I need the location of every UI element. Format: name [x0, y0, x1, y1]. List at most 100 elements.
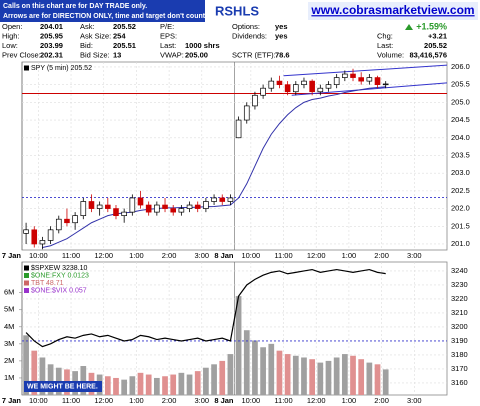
x-tick-label: 12:00	[94, 251, 113, 260]
x-tick-label: 3:00	[407, 251, 422, 260]
quote-label: Prev Close:	[2, 50, 41, 59]
y-tick-label: 3230	[451, 280, 468, 289]
banner-line: Arrows are for DIRECTION ONLY, time and …	[3, 13, 207, 20]
volume-bar	[211, 364, 217, 395]
x-tick-label: 1:00	[129, 396, 144, 405]
volume-bar	[235, 296, 242, 395]
y-tick-label: 3170	[451, 364, 468, 373]
candle-body	[227, 197, 234, 202]
quote-value: 205.00	[185, 50, 208, 59]
quote-value: 202.31	[40, 50, 63, 59]
volume-bar	[382, 369, 389, 395]
quote-value: 78.6	[275, 50, 290, 59]
volume-bar	[129, 376, 136, 395]
candle-body	[96, 204, 103, 209]
annotation-box	[24, 381, 102, 392]
x-tick-label: 10:00	[241, 251, 260, 260]
legend-label: $ONE:$VIX 0.057	[31, 287, 87, 294]
banner-box	[0, 0, 205, 22]
candle-body	[260, 87, 266, 96]
quote-value: yes	[275, 22, 288, 31]
volume-bar	[260, 347, 266, 395]
y-tick-label: 205.0	[451, 97, 470, 106]
volume-bar	[292, 355, 299, 395]
y-tick-label: 203.0	[451, 168, 470, 177]
quote-label: Volume:	[377, 50, 404, 59]
quote-value: yes	[275, 31, 288, 40]
volume-bar	[309, 359, 316, 395]
y-tick-label: 1M	[4, 373, 14, 382]
x-tick-label: 12:00	[307, 396, 326, 405]
quote-label: VWAP:	[160, 50, 184, 59]
volume-bar	[374, 364, 381, 395]
legend-label: SPY (5 min) 205.52	[31, 65, 92, 72]
y-tick-label: 3200	[451, 322, 468, 331]
candle-body	[342, 73, 348, 78]
url-box	[308, 2, 478, 20]
quote-value: 205.52	[113, 22, 136, 31]
volume-bar	[31, 350, 38, 395]
volume-bar	[284, 354, 291, 395]
candle-body	[186, 204, 193, 209]
x-tick-label: 3:00	[407, 396, 422, 405]
quote-label: Bid:	[80, 41, 93, 50]
y-tick-label: 3210	[451, 308, 468, 317]
candle-body	[309, 80, 315, 93]
quote-label: Last:	[377, 41, 393, 50]
candle-body	[333, 77, 340, 86]
candle-body	[292, 84, 299, 93]
x-tick-label: 2:00	[374, 396, 389, 405]
quote-label: Low:	[2, 41, 18, 50]
volume-bar	[186, 374, 193, 395]
candle-body	[39, 240, 46, 245]
volume-bar	[145, 374, 152, 395]
legend-label: $SPXEW 3238.10	[31, 265, 88, 272]
y-tick-label: 203.5	[451, 150, 470, 159]
x-tick-label: 12:00	[94, 396, 113, 405]
volume-bar	[47, 364, 54, 395]
quote-label: Dividends:	[232, 31, 267, 40]
quote-label: SCTR (ETF):	[232, 50, 276, 59]
candle-body	[137, 197, 144, 206]
x-tick-label: 2:00	[162, 396, 177, 405]
x-tick-label: 11:00	[62, 396, 80, 405]
legend-swatch	[24, 265, 29, 271]
y-tick-label: 3190	[451, 336, 468, 345]
volume-bar	[366, 362, 373, 395]
candle-body	[72, 215, 78, 224]
price-line	[25, 268, 386, 348]
url[interactable]: www.cobrasmarketview.com	[310, 3, 474, 17]
y-tick-label: 3220	[451, 294, 468, 303]
quote-label: Last:	[160, 41, 176, 50]
candle-body	[178, 208, 185, 213]
x-tick-label: 1:00	[342, 251, 357, 260]
x-tick-label: 8 Jan	[214, 251, 234, 260]
volume-bar	[252, 340, 258, 395]
legend-swatch	[24, 280, 29, 286]
candle-body	[252, 94, 258, 107]
candle-body	[88, 201, 95, 209]
candle-body	[105, 204, 111, 209]
volume-bar	[23, 335, 29, 395]
x-tick-label: 2:00	[374, 251, 389, 260]
x-tick-label: 3:00	[195, 251, 210, 260]
candle-body	[358, 77, 364, 82]
candle-body	[23, 229, 29, 234]
x-tick-label: 3:00	[195, 396, 210, 405]
y-tick-label: 4M	[4, 322, 14, 331]
volume-bar	[178, 372, 185, 395]
quote-value: 205.52	[424, 41, 447, 50]
x-tick-label: 1:00	[342, 396, 357, 405]
volume-bar	[80, 366, 87, 395]
x-tick-label: 10:00	[29, 251, 48, 260]
candle-body	[113, 208, 119, 217]
quote-label: High:	[2, 31, 20, 40]
annotation: WE MIGHT BE HERE.	[27, 383, 98, 390]
volume-bar	[358, 359, 365, 395]
candle-body	[325, 84, 332, 89]
volume-bar	[219, 360, 226, 395]
y-tick-label: 201.0	[451, 239, 470, 248]
volume-bar	[333, 357, 340, 395]
x-tick-label: 11:00	[62, 251, 80, 260]
